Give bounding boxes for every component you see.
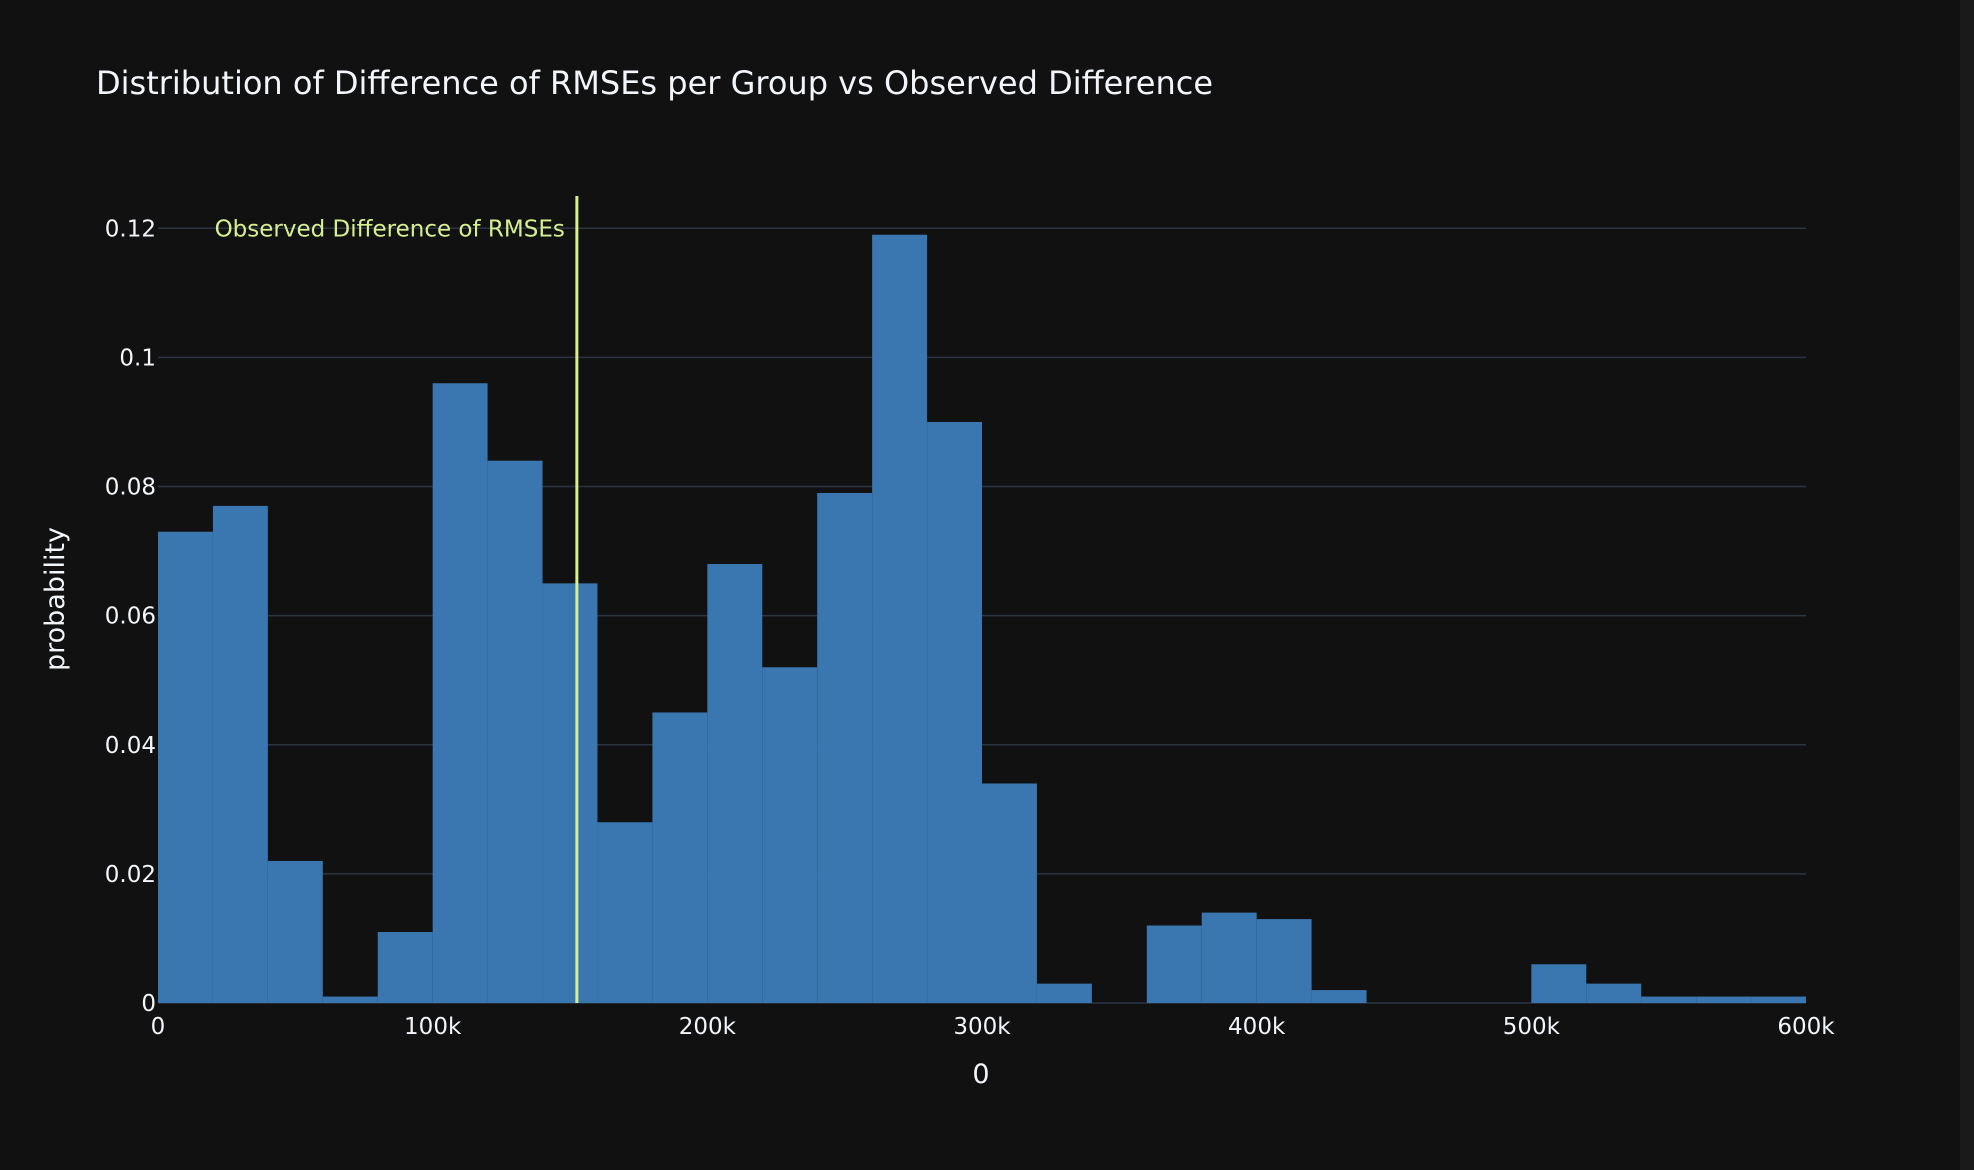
histogram-bar: [872, 234, 928, 1004]
histogram-bar: [1201, 912, 1257, 1003]
chart-title: Distribution of Difference of RMSEs per …: [96, 64, 1213, 102]
histogram-bar: [597, 822, 653, 1003]
y-tick-label: 0.06: [105, 604, 156, 630]
x-axis-ticks: 0 100k 200k 300k 400k 500k 600k: [151, 1014, 1836, 1040]
histogram-bar: [487, 460, 543, 1003]
observed-difference-label: Observed Difference of RMSEs: [215, 216, 565, 242]
x-tick-label: 600k: [1777, 1014, 1835, 1040]
histogram-bar: [158, 531, 213, 1003]
y-tick-label: 0.02: [105, 862, 156, 888]
side-scrollbar[interactable]: [1960, 0, 1974, 1170]
x-tick-label: 400k: [1228, 1014, 1286, 1040]
histogram-bar: [817, 492, 873, 1003]
histogram-bar: [1311, 990, 1367, 1003]
histogram-bar: [432, 383, 488, 1003]
histogram-bar: [1586, 983, 1642, 1003]
histogram-bar: [1256, 919, 1312, 1003]
histogram-bar: [1146, 925, 1202, 1003]
x-tick-label: 200k: [679, 1014, 737, 1040]
histogram-bar: [1036, 983, 1092, 1003]
histogram-bar: [652, 712, 708, 1003]
y-axis-title: probability: [40, 527, 71, 671]
histogram-bars: [158, 234, 1806, 1004]
y-tick-label: 0: [141, 991, 156, 1017]
histogram-bar: [1531, 964, 1587, 1003]
histogram-bar: [322, 996, 378, 1003]
y-axis-ticks: 0 0.02 0.04 0.06 0.08 0.1 0.12: [105, 216, 156, 1017]
observed-difference-marker: Observed Difference of RMSEs: [215, 196, 579, 1003]
histogram-bar: [542, 583, 598, 1003]
histogram-bar: [1751, 996, 1806, 1003]
y-tick-label: 0.04: [105, 733, 156, 759]
histogram-bar: [377, 931, 433, 1003]
y-tick-label: 0.12: [105, 216, 156, 242]
x-tick-label: 100k: [404, 1014, 462, 1040]
y-tick-label: 0.1: [119, 345, 156, 371]
histogram-bar: [762, 667, 818, 1003]
histogram-bar: [982, 783, 1037, 1003]
x-tick-label: 0: [151, 1014, 166, 1040]
x-tick-label: 500k: [1503, 1014, 1561, 1040]
x-tick-label: 300k: [953, 1014, 1011, 1040]
histogram-bar: [1696, 996, 1752, 1003]
y-tick-label: 0.08: [105, 475, 156, 501]
x-axis-title: 0: [972, 1059, 989, 1090]
histogram-bar: [212, 505, 268, 1003]
histogram-bar: [707, 563, 763, 1003]
histogram-bar: [267, 860, 323, 1003]
histogram-bar: [927, 421, 982, 1004]
histogram-bar: [1641, 996, 1697, 1003]
